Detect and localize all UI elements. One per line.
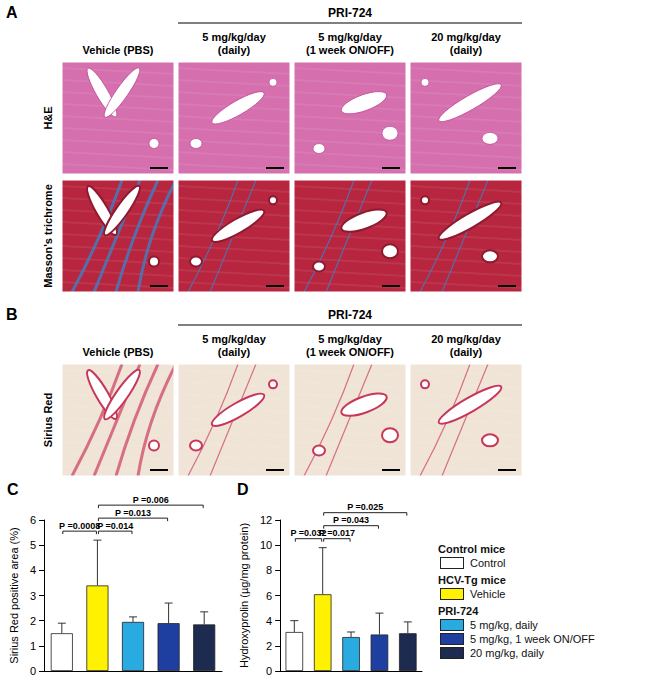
svg-text:(1 week ON/OFF): (1 week ON/OFF) bbox=[306, 346, 394, 358]
svg-text:6: 6 bbox=[266, 590, 272, 602]
svg-text:4: 4 bbox=[30, 564, 36, 576]
svg-text:Hydroxyprolin (µg/mg protein): Hydroxyprolin (µg/mg protein) bbox=[238, 523, 250, 668]
svg-text:5 mg/kg/day: 5 mg/kg/day bbox=[202, 333, 266, 345]
svg-text:B: B bbox=[6, 306, 18, 323]
svg-text:PRI-724: PRI-724 bbox=[328, 6, 372, 20]
svg-text:P =0.013: P =0.013 bbox=[115, 508, 151, 518]
svg-text:5 mg/kg/day: 5 mg/kg/day bbox=[318, 333, 382, 345]
svg-text:A: A bbox=[6, 4, 18, 21]
svg-text:P =0.006: P =0.006 bbox=[133, 495, 169, 505]
svg-text:20 mg/kg/day: 20 mg/kg/day bbox=[431, 31, 502, 43]
svg-text:0: 0 bbox=[266, 665, 272, 677]
svg-text:Sirius Red positive area (%): Sirius Red positive area (%) bbox=[8, 527, 20, 663]
html-text:5 mg/kg, 1 week ON/OFF: 5 mg/kg, 1 week ON/OFF bbox=[470, 633, 595, 645]
svg-text:Masson's trichrome: Masson's trichrome bbox=[42, 184, 54, 287]
svg-text:0: 0 bbox=[30, 665, 36, 677]
html-text:PRI-724: PRI-724 bbox=[438, 605, 479, 617]
svg-text:P =0.017: P =0.017 bbox=[319, 528, 355, 538]
svg-text:2: 2 bbox=[30, 615, 36, 627]
svg-text:(daily): (daily) bbox=[218, 44, 251, 56]
svg-text:6: 6 bbox=[30, 514, 36, 526]
svg-text:P =0.0008: P =0.0008 bbox=[59, 521, 100, 531]
svg-text:2: 2 bbox=[266, 640, 272, 652]
html-text:HCV-Tg mice: HCV-Tg mice bbox=[438, 574, 506, 586]
svg-text:P =0.014: P =0.014 bbox=[97, 521, 133, 531]
html-text:20 mg/kg, daily: 20 mg/kg, daily bbox=[470, 647, 544, 659]
svg-text:Sirius Red: Sirius Red bbox=[42, 393, 54, 447]
svg-text:(daily): (daily) bbox=[218, 346, 251, 358]
svg-text:PRI-724: PRI-724 bbox=[328, 308, 372, 322]
html-text:5 mg/kg, daily: 5 mg/kg, daily bbox=[470, 619, 538, 631]
svg-text:8: 8 bbox=[266, 564, 272, 576]
svg-text:(1 week ON/OFF): (1 week ON/OFF) bbox=[306, 44, 394, 56]
svg-text:5 mg/kg/day: 5 mg/kg/day bbox=[318, 31, 382, 43]
svg-text:D: D bbox=[237, 481, 249, 498]
svg-text:1: 1 bbox=[30, 640, 36, 652]
svg-text:20 mg/kg/day: 20 mg/kg/day bbox=[431, 333, 502, 345]
svg-text:(daily): (daily) bbox=[450, 346, 483, 358]
svg-text:P =0.032: P =0.032 bbox=[290, 528, 327, 539]
html-text:Vehicle: Vehicle bbox=[470, 588, 506, 600]
svg-text:3: 3 bbox=[30, 590, 36, 602]
html-text:Control: Control bbox=[470, 557, 506, 569]
svg-text:P =0.043: P =0.043 bbox=[333, 515, 369, 525]
svg-text:C: C bbox=[7, 481, 19, 498]
svg-text:5: 5 bbox=[30, 539, 36, 551]
svg-text:H&E: H&E bbox=[42, 106, 54, 129]
svg-text:P =0.025: P =0.025 bbox=[347, 502, 383, 512]
html-text:Control mice: Control mice bbox=[438, 543, 506, 555]
svg-text:5 mg/kg/day: 5 mg/kg/day bbox=[202, 31, 266, 43]
svg-text:10: 10 bbox=[260, 539, 272, 551]
svg-text:12: 12 bbox=[260, 514, 272, 526]
svg-text:(daily): (daily) bbox=[450, 44, 483, 56]
svg-text:Vehicle (PBS): Vehicle (PBS) bbox=[83, 346, 154, 358]
svg-text:4: 4 bbox=[266, 615, 272, 627]
svg-text:Vehicle (PBS): Vehicle (PBS) bbox=[83, 44, 154, 56]
